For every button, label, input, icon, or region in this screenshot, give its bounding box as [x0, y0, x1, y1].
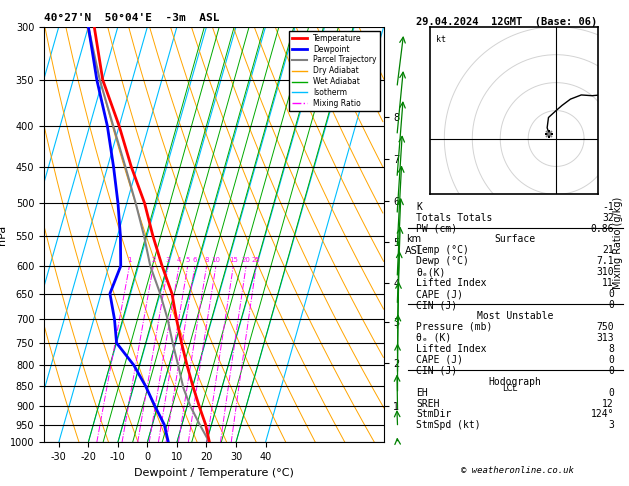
Text: 32: 32: [603, 213, 614, 223]
Text: 20: 20: [242, 257, 250, 262]
Text: 313: 313: [596, 333, 614, 343]
Text: 21: 21: [603, 245, 614, 256]
Text: PW (cm): PW (cm): [416, 224, 457, 234]
Text: 6: 6: [192, 257, 197, 262]
Text: StmSpd (kt): StmSpd (kt): [416, 420, 481, 431]
Text: 12: 12: [603, 399, 614, 409]
Text: kt: kt: [436, 35, 446, 44]
Text: 10: 10: [211, 257, 220, 262]
Text: Most Unstable: Most Unstable: [477, 311, 554, 321]
Text: 0: 0: [608, 300, 614, 310]
Text: 11: 11: [603, 278, 614, 288]
Text: CIN (J): CIN (J): [416, 300, 457, 310]
Text: SREH: SREH: [416, 399, 440, 409]
Text: 750: 750: [596, 322, 614, 332]
Text: 8: 8: [608, 344, 614, 354]
Text: 40°27'N  50°04'E  -3m  ASL: 40°27'N 50°04'E -3m ASL: [44, 13, 220, 23]
Text: StmDir: StmDir: [416, 409, 452, 419]
Text: 124°: 124°: [591, 409, 614, 419]
Text: EH: EH: [416, 388, 428, 398]
Text: 0: 0: [608, 366, 614, 376]
Text: Dewp (°C): Dewp (°C): [416, 257, 469, 266]
Text: 0: 0: [608, 355, 614, 365]
Text: LCL: LCL: [503, 383, 518, 393]
Text: 0.86: 0.86: [591, 224, 614, 234]
Text: Surface: Surface: [494, 235, 536, 244]
X-axis label: Dewpoint / Temperature (°C): Dewpoint / Temperature (°C): [134, 468, 294, 478]
Text: Lifted Index: Lifted Index: [416, 344, 487, 354]
Text: Lifted Index: Lifted Index: [416, 278, 487, 288]
Text: Hodograph: Hodograph: [489, 377, 542, 387]
Text: θₑ (K): θₑ (K): [416, 333, 452, 343]
Text: CIN (J): CIN (J): [416, 366, 457, 376]
Text: 7.1: 7.1: [596, 257, 614, 266]
Text: 29.04.2024  12GMT  (Base: 06): 29.04.2024 12GMT (Base: 06): [416, 17, 597, 27]
Text: 8: 8: [204, 257, 209, 262]
Text: Pressure (mb): Pressure (mb): [416, 322, 493, 332]
Text: K: K: [416, 202, 422, 212]
Text: 25: 25: [252, 257, 260, 262]
Text: Mixing Ratio (g/kg): Mixing Ratio (g/kg): [613, 197, 623, 289]
Y-axis label: hPa: hPa: [0, 225, 7, 244]
Text: -1: -1: [603, 202, 614, 212]
Text: Totals Totals: Totals Totals: [416, 213, 493, 223]
Text: 310: 310: [596, 267, 614, 278]
Text: 3: 3: [166, 257, 170, 262]
Text: θₑ(K): θₑ(K): [416, 267, 445, 278]
Text: 0: 0: [608, 289, 614, 299]
Y-axis label: km
ASL: km ASL: [404, 235, 423, 256]
Text: 4: 4: [177, 257, 181, 262]
Legend: Temperature, Dewpoint, Parcel Trajectory, Dry Adiabat, Wet Adiabat, Isotherm, Mi: Temperature, Dewpoint, Parcel Trajectory…: [289, 31, 380, 111]
Text: 3: 3: [608, 420, 614, 431]
Text: CAPE (J): CAPE (J): [416, 355, 463, 365]
Text: 0: 0: [608, 388, 614, 398]
Text: CAPE (J): CAPE (J): [416, 289, 463, 299]
Text: Temp (°C): Temp (°C): [416, 245, 469, 256]
Text: 15: 15: [229, 257, 238, 262]
Text: 5: 5: [186, 257, 190, 262]
Text: 2: 2: [151, 257, 155, 262]
Text: © weatheronline.co.uk: © weatheronline.co.uk: [460, 466, 574, 475]
Text: 1: 1: [127, 257, 131, 262]
